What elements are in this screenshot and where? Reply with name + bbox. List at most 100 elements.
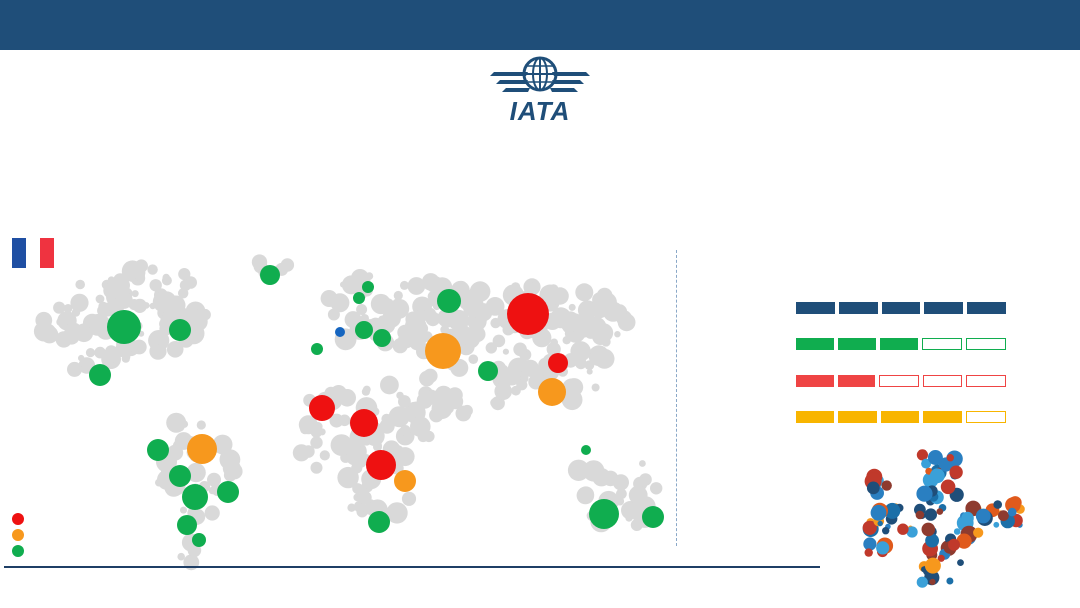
- flag-stripe-blue: [12, 238, 26, 268]
- travel-icon-dot: [957, 559, 964, 566]
- rating-segment-empty: [922, 338, 962, 350]
- map-dot: [396, 306, 405, 316]
- travel-icon-dot: [1005, 497, 1021, 513]
- map-dot: [179, 279, 192, 291]
- map-dot: [490, 398, 500, 408]
- country-marker-greenland: [260, 265, 280, 285]
- map-dot: [365, 272, 374, 280]
- travel-icon-dot: [928, 508, 934, 514]
- map-dot: [521, 359, 540, 377]
- travel-icon-dot: [946, 454, 954, 462]
- rating-segment-empty: [966, 375, 1006, 387]
- flag-stripe-red: [40, 238, 54, 268]
- map-dot: [468, 354, 479, 365]
- map-dot: [466, 289, 474, 298]
- vertical-divider: [676, 250, 677, 546]
- airplane-icon-collage: [862, 449, 1025, 588]
- travel-icon-dot: [949, 465, 963, 479]
- iata-logo: IATA: [488, 54, 592, 126]
- travel-icon-dot: [975, 508, 991, 524]
- globe-wings-icon: [490, 56, 590, 92]
- map-dot: [420, 418, 427, 425]
- map-dot: [226, 463, 243, 480]
- map-dot: [178, 268, 191, 281]
- map-dot: [319, 450, 330, 461]
- rating-segment-empty: [922, 375, 963, 387]
- map-dot: [149, 279, 162, 292]
- rating-segment-filled: [880, 411, 920, 423]
- legend-orange-dot: [12, 529, 24, 541]
- travel-icon-dot: [929, 468, 945, 484]
- travel-icon-dot: [973, 527, 984, 538]
- rating-segment-filled: [796, 375, 834, 387]
- map-dot: [612, 304, 628, 320]
- travel-icon-dot: [956, 533, 972, 549]
- rating-row: [796, 302, 1006, 314]
- map-dot: [471, 295, 481, 305]
- map-dot: [147, 264, 158, 275]
- country-marker-south-africa: [368, 511, 390, 533]
- map-dot: [188, 312, 208, 332]
- country-marker-mexico: [89, 364, 111, 386]
- country-marker-south-china: [538, 378, 566, 406]
- map-dot: [292, 444, 310, 462]
- country-marker-venezuela-brazil-north: [187, 434, 217, 464]
- map-dot: [458, 328, 466, 336]
- map-dot: [594, 348, 615, 369]
- map-dot: [425, 311, 441, 327]
- rating-segment-empty: [879, 375, 919, 387]
- country-marker-central-asia: [425, 333, 461, 369]
- map-dot: [310, 436, 323, 449]
- world-dot-map: [33, 254, 664, 571]
- travel-icon-dot: [924, 557, 941, 574]
- legend-red-dot: [12, 513, 24, 525]
- travel-icon-dot: [948, 538, 960, 551]
- legend-green-dot: [12, 545, 24, 557]
- map-dot: [338, 414, 351, 427]
- travel-icon-dot: [906, 526, 918, 538]
- travel-icon-dot: [921, 458, 932, 469]
- travel-icon-dot: [877, 520, 883, 527]
- map-dot: [95, 294, 105, 304]
- map-dot: [40, 325, 59, 344]
- map-dot: [437, 390, 457, 410]
- flag-stripe-white: [26, 238, 40, 268]
- rating-segment-filled: [838, 338, 876, 350]
- map-dot: [650, 482, 663, 495]
- travel-icon-dot: [897, 523, 909, 535]
- map-dot: [380, 375, 399, 395]
- map-dot: [530, 282, 539, 291]
- country-marker-brazil-east: [217, 481, 239, 503]
- map-dot: [584, 360, 595, 371]
- map-dot: [579, 329, 588, 338]
- map-dot: [156, 333, 170, 347]
- rating-row: [796, 411, 1007, 423]
- map-dot: [510, 282, 521, 292]
- rating-segment-filled: [796, 338, 834, 350]
- country-marker-eastern-canada: [169, 319, 191, 341]
- country-marker-chile: [177, 515, 197, 535]
- map-dot: [591, 322, 598, 330]
- map-dot: [502, 348, 509, 355]
- map-dot: [362, 385, 371, 394]
- travel-icon-dot: [998, 510, 1009, 522]
- travel-icon-dot: [953, 528, 961, 535]
- map-dot: [356, 304, 368, 315]
- map-dot: [155, 478, 163, 487]
- map-dot: [616, 488, 627, 500]
- map-dot: [85, 348, 96, 358]
- map-dot: [513, 342, 527, 357]
- travel-icon-dot: [876, 541, 890, 555]
- map-dot: [575, 283, 594, 302]
- map-dot: [628, 485, 648, 505]
- map-dot: [298, 415, 318, 435]
- travel-icon-dot: [924, 508, 937, 521]
- map-dot: [561, 389, 583, 411]
- map-dot: [149, 342, 167, 360]
- map-dot: [505, 326, 514, 335]
- map-dot: [180, 506, 187, 514]
- map-dot: [347, 503, 356, 512]
- rating-segment-filled: [838, 302, 878, 314]
- map-dot: [416, 392, 433, 409]
- map-dot: [330, 293, 350, 313]
